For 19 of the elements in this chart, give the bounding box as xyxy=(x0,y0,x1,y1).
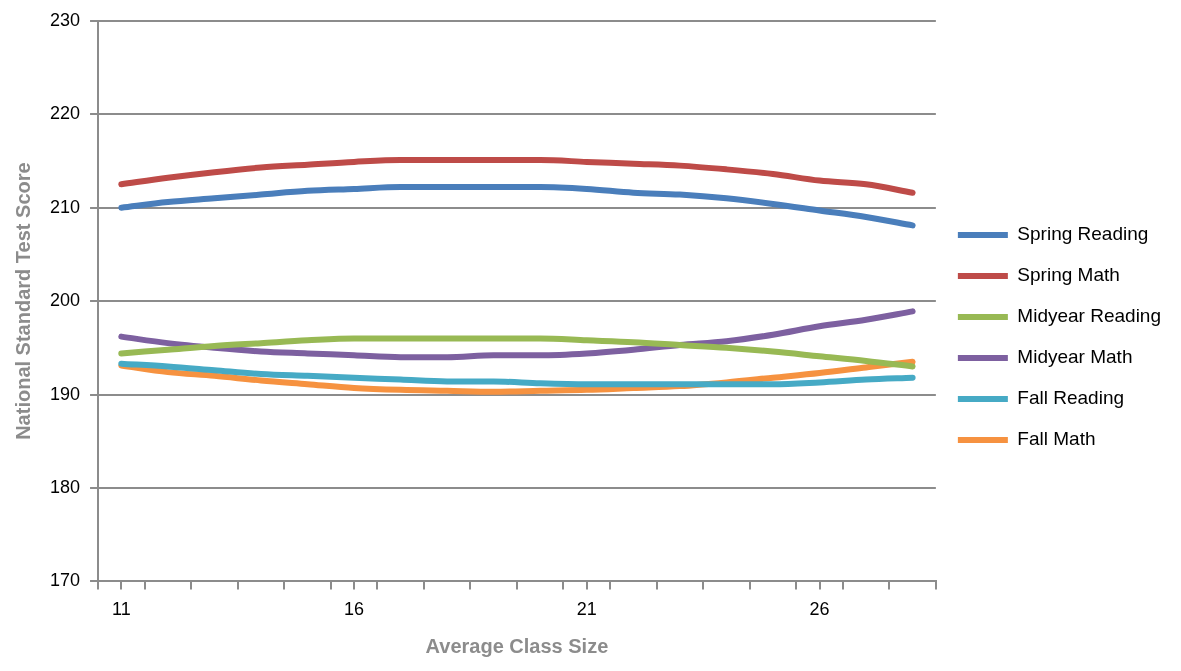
legend-label: Spring Math xyxy=(1017,264,1120,286)
legend-label: Fall Math xyxy=(1017,428,1096,450)
legend-label: Midyear Math xyxy=(1017,346,1133,368)
x-tick-label: 26 xyxy=(809,599,830,620)
y-tick-label: 170 xyxy=(49,570,81,591)
legend-label: Midyear Reading xyxy=(1017,305,1162,327)
y-tick-label: 190 xyxy=(49,383,81,404)
x-tick-label: 21 xyxy=(576,599,597,620)
x-tick-label: 16 xyxy=(344,599,365,620)
x-tick-label: 11 xyxy=(111,599,131,620)
y-tick-label: 230 xyxy=(49,9,81,30)
legend-label: Fall Reading xyxy=(1017,387,1125,409)
x-axis-title: Average Class Size xyxy=(425,634,609,657)
y-axis-title: National Standard Test Score xyxy=(11,162,34,440)
y-tick-label: 210 xyxy=(49,196,81,217)
legend-label: Spring Reading xyxy=(1017,223,1149,245)
y-tick-label: 200 xyxy=(49,290,81,311)
y-tick-label: 180 xyxy=(49,476,81,497)
y-tick-label: 220 xyxy=(49,103,81,124)
